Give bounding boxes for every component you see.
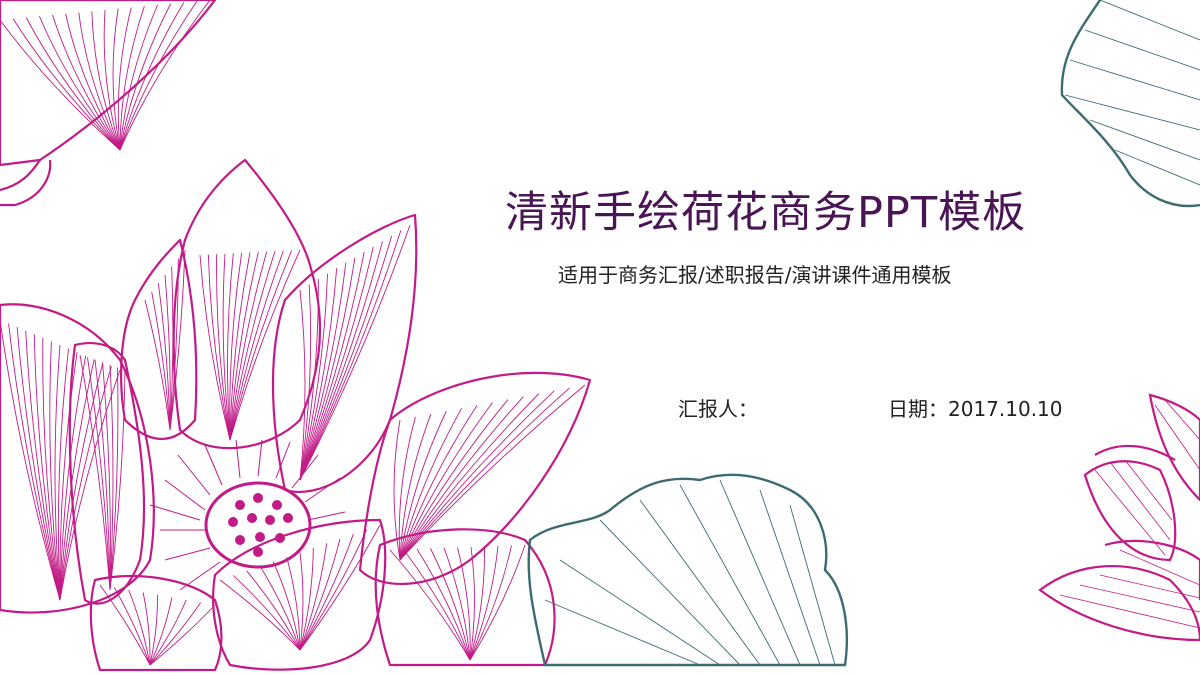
bottom-right-lotus-veins xyxy=(1059,399,1200,629)
stamen-lines xyxy=(149,439,346,591)
bottom-leaf-outline xyxy=(527,473,848,667)
slide-subtitle: 适用于商务汇报/述职报告/演讲课件通用模板 xyxy=(558,263,952,287)
top-left-petal-outline xyxy=(0,0,217,167)
petal-veins xyxy=(0,0,586,666)
top-right-leaf-outline xyxy=(1060,0,1200,208)
lotus-seeds xyxy=(228,493,293,557)
bottom-right-lotus-outline xyxy=(1038,393,1200,642)
seed-pod-outline xyxy=(204,481,312,569)
back-petal-outline xyxy=(172,158,322,450)
bottom-leaf-veins xyxy=(544,479,836,666)
date-text: 日期：2017.10.10 xyxy=(888,397,1063,421)
top-right-leaf-veins xyxy=(1064,0,1200,186)
reporter-label: 汇报人： xyxy=(678,397,758,421)
slide-title: 清新手绘荷花商务PPT模板 xyxy=(505,188,1027,238)
